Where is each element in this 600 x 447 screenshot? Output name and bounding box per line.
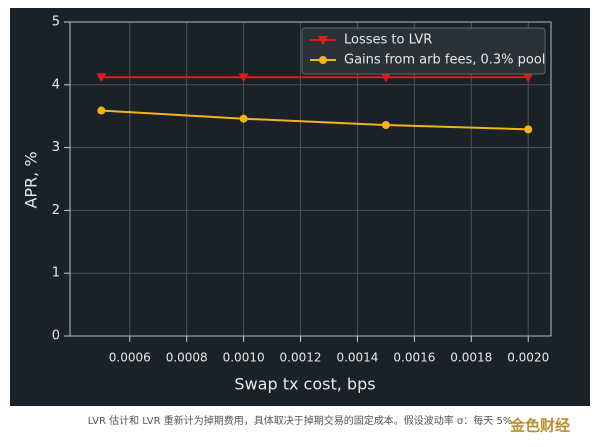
x-tick-label: 0.0012 bbox=[280, 351, 322, 365]
marker bbox=[523, 73, 534, 83]
marker bbox=[96, 73, 107, 83]
marker bbox=[380, 73, 391, 83]
caption: LVR 估计和 LVR 重新计为掉期费用，具体取决于掉期交易的固定成本。假设波动… bbox=[88, 414, 513, 427]
marker bbox=[381, 120, 390, 129]
legend-label: Gains from arb fees, 0.3% pool bbox=[344, 53, 545, 68]
series-line bbox=[101, 109, 529, 131]
legend-marker bbox=[319, 56, 327, 64]
marker bbox=[524, 125, 533, 134]
y-tick-label: 1 bbox=[52, 266, 60, 281]
marker bbox=[239, 114, 248, 123]
x-tick-label: 0.0014 bbox=[336, 351, 378, 365]
watermark: 金色财经 bbox=[509, 417, 570, 435]
y-tick-label: 0 bbox=[52, 329, 60, 344]
y-tick-label: 4 bbox=[52, 77, 60, 92]
x-tick-label: 0.0018 bbox=[450, 351, 492, 365]
y-tick-label: 5 bbox=[52, 15, 60, 30]
x-tick-label: 0.0008 bbox=[166, 351, 208, 365]
axes-frame bbox=[69, 21, 552, 337]
y-tick-label: 2 bbox=[52, 203, 60, 218]
legend-label: Losses to LVR bbox=[344, 33, 432, 48]
x-tick-label: 0.0010 bbox=[223, 351, 265, 365]
x-tick-label: 0.0016 bbox=[393, 351, 435, 365]
x-tick-label: 0.0020 bbox=[507, 351, 549, 365]
marker bbox=[97, 106, 106, 115]
marker bbox=[238, 73, 249, 83]
x-axis-label: Swap tx cost, bps bbox=[234, 375, 375, 394]
legend-box bbox=[301, 27, 546, 75]
legend-marker bbox=[318, 36, 328, 45]
y-tick-label: 3 bbox=[52, 140, 60, 155]
y-axis-label: APR, % bbox=[22, 151, 41, 208]
x-tick-label: 0.0006 bbox=[109, 351, 151, 365]
